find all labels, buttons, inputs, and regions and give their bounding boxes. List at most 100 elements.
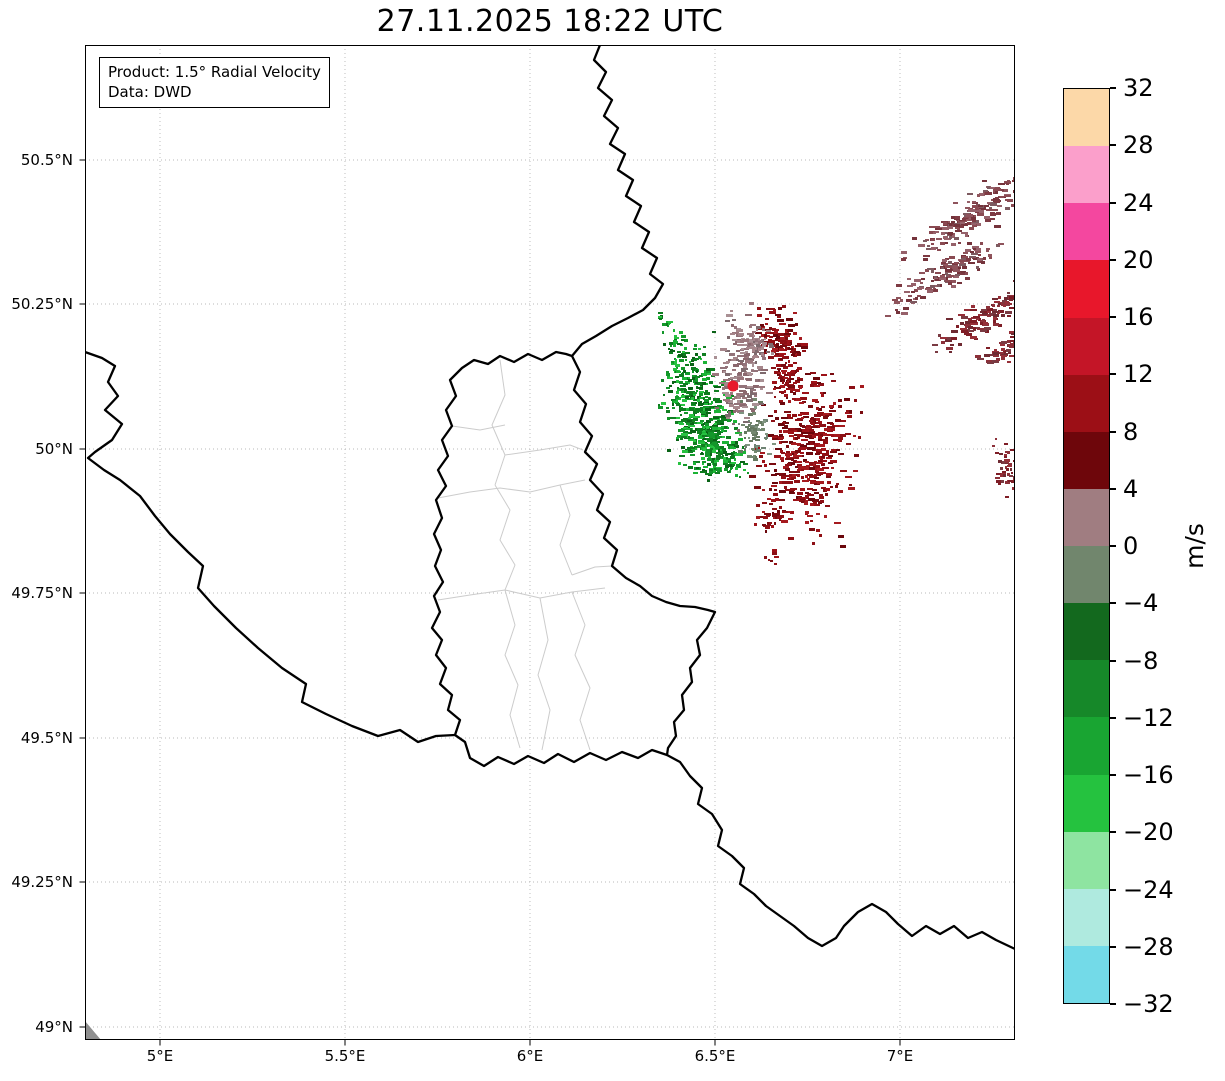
radar-echo xyxy=(778,377,781,379)
radar-echo xyxy=(673,401,678,403)
radar-echo xyxy=(839,425,845,427)
radar-echo xyxy=(825,488,830,491)
admin-border xyxy=(504,589,521,749)
radar-echo xyxy=(806,443,812,445)
radar-echo xyxy=(706,370,711,373)
radar-echo xyxy=(831,428,835,431)
colorbar-tick xyxy=(1110,716,1116,719)
radar-echo xyxy=(725,373,730,376)
radar-echo xyxy=(682,377,687,380)
radar-echo xyxy=(686,428,690,430)
radar-echo xyxy=(773,388,776,390)
radar-echo xyxy=(968,318,972,321)
map-borders xyxy=(85,45,1015,1040)
radar-echo xyxy=(962,266,967,269)
radar-echo xyxy=(754,395,757,397)
radar-echo xyxy=(847,415,852,418)
radar-echo xyxy=(742,348,749,350)
radar-echo xyxy=(953,276,956,278)
colorbar-segment xyxy=(1064,146,1109,204)
radar-echo xyxy=(786,318,793,321)
radar-echo xyxy=(997,352,1004,354)
radar-echo xyxy=(823,441,827,444)
radar-echo xyxy=(760,372,766,374)
radar-echo xyxy=(680,438,683,440)
radar-echo xyxy=(768,343,773,345)
radar-echo xyxy=(739,412,744,414)
radar-echo xyxy=(795,437,798,440)
colorbar-unit-label: m/s xyxy=(1180,523,1209,569)
radar-echo xyxy=(945,280,952,282)
colorbar-tick-label: 8 xyxy=(1123,417,1139,446)
radar-echo xyxy=(787,463,791,465)
radar-echo xyxy=(709,419,713,421)
radar-echo xyxy=(1004,443,1008,445)
radar-echo xyxy=(784,384,789,386)
radar-echo xyxy=(779,348,784,351)
colorbar-tick xyxy=(1110,602,1116,605)
radar-echo xyxy=(676,437,679,439)
colorbar-tick-label: −4 xyxy=(1123,589,1159,618)
radar-echo xyxy=(793,382,797,384)
radar-echo xyxy=(747,428,751,431)
radar-echo xyxy=(819,534,822,537)
radar-echo xyxy=(673,340,677,343)
radar-echo xyxy=(706,412,711,414)
radar-echo xyxy=(812,542,815,545)
colorbar-tick-label: −32 xyxy=(1123,990,1174,1018)
radar-echo xyxy=(791,346,794,348)
radar-echo xyxy=(818,436,822,439)
radar-echo xyxy=(777,319,784,322)
radar-echo xyxy=(808,405,813,408)
radar-echo xyxy=(774,563,777,565)
radar-echo xyxy=(1004,195,1011,197)
radar-echo xyxy=(769,345,774,348)
radar-echo xyxy=(975,251,981,253)
radar-echo xyxy=(1016,175,1022,178)
radar-echo xyxy=(682,353,686,356)
radar-echo xyxy=(825,493,828,496)
radar-echo xyxy=(815,443,820,446)
radar-echo xyxy=(768,415,773,417)
colorbar-tick xyxy=(1110,430,1116,433)
radar-echo xyxy=(979,210,984,212)
radar-echo xyxy=(994,225,1001,228)
radar-echo xyxy=(734,396,737,399)
radar-echo xyxy=(756,465,762,467)
radar-echo xyxy=(691,360,694,362)
radar-echo xyxy=(765,332,771,334)
radar-echo xyxy=(975,355,981,358)
colorbar-tick xyxy=(1110,144,1116,147)
radar-echo xyxy=(726,453,733,455)
radar-echo xyxy=(816,407,819,410)
radar-echo xyxy=(731,462,736,464)
radar-echo xyxy=(685,372,690,375)
radar-echo xyxy=(728,411,731,414)
radar-echo xyxy=(907,278,911,280)
radar-echo xyxy=(717,436,722,438)
radar-echo xyxy=(745,360,749,363)
radar-echo xyxy=(679,381,683,384)
radar-echo xyxy=(993,314,999,317)
radar-echo xyxy=(798,497,805,499)
colorbar-segment xyxy=(1064,546,1109,604)
radar-echo xyxy=(781,370,784,372)
radar-echo xyxy=(778,436,784,439)
radar-echo xyxy=(702,446,706,449)
radar-echo xyxy=(737,355,742,357)
radar-echo xyxy=(769,327,772,329)
radar-echo xyxy=(762,489,765,491)
map-canvas xyxy=(79,45,1015,1046)
radar-echo xyxy=(730,456,735,459)
radar-echo xyxy=(814,504,820,506)
radar-echo xyxy=(713,465,716,468)
radar-echo xyxy=(965,272,968,275)
radar-echo xyxy=(791,373,795,376)
radar-echo xyxy=(966,333,972,336)
radar-echo xyxy=(753,342,758,344)
radar-echo xyxy=(795,345,802,347)
radar-echo xyxy=(976,223,981,226)
radar-echo xyxy=(740,385,747,388)
radar-echo xyxy=(1007,292,1010,294)
map-corner-artifact xyxy=(85,1021,101,1040)
